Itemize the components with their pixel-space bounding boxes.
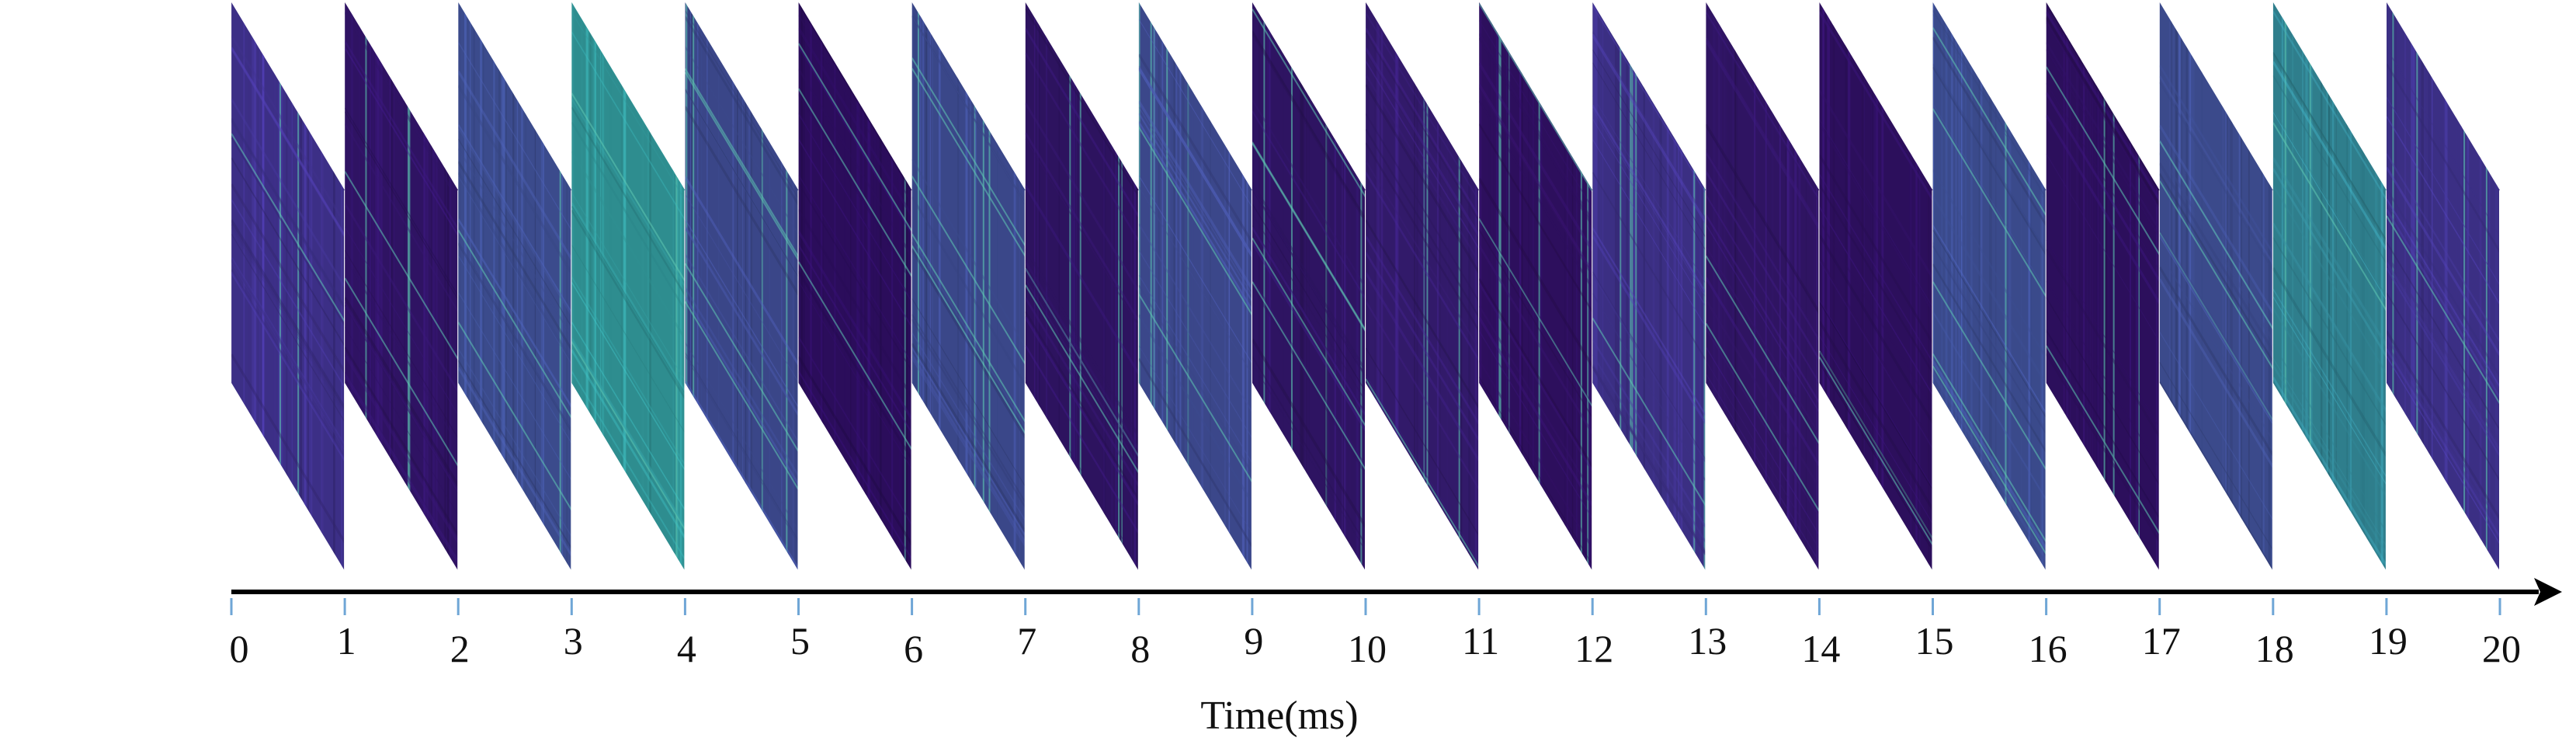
heatmap-panel-face <box>1252 2 1366 571</box>
time-axis-tick-label: 13 <box>1688 619 1727 663</box>
heatmap-panel <box>2159 2 2274 571</box>
heatmap-panel-face <box>911 2 1026 571</box>
heatmap-panel-face <box>2272 2 2387 571</box>
heatmap-panel-face <box>1932 2 2047 571</box>
heatmap-panel-face <box>571 2 686 571</box>
time-axis-tick-label: 3 <box>564 619 583 663</box>
time-axis-tick-label: 14 <box>1801 627 1840 670</box>
heatmap-panel-texture <box>458 2 572 571</box>
heatmap-panel-texture <box>1932 2 2047 571</box>
time-axis-tick-label: 11 <box>1462 619 1499 663</box>
time-axis-tick-label: 16 <box>2029 627 2067 670</box>
time-axis-tick-label: 0 <box>230 627 249 670</box>
heatmap-panel <box>2272 2 2387 571</box>
heatmap-panel-face <box>345 2 459 571</box>
heatmap-panel <box>2387 2 2501 571</box>
heatmap-panel-face <box>1706 2 1820 571</box>
time-axis-tick-label: 6 <box>904 627 923 670</box>
heatmap-panel <box>798 2 913 571</box>
time-axis-tick-label: 18 <box>2255 627 2294 670</box>
heatmap-panel <box>1366 2 1481 571</box>
heatmap-panel <box>1479 2 1594 571</box>
heatmap-panel <box>685 2 800 571</box>
time-axis-tick-label: 4 <box>677 627 696 670</box>
heatmap-panel <box>458 2 573 571</box>
heatmap-panel <box>1592 2 1707 571</box>
time-axis-arrowhead <box>2534 578 2562 606</box>
heatmap-panel-face <box>2046 2 2160 571</box>
heatmap-panel-face <box>1819 2 1933 571</box>
heatmap-panel-face <box>2159 2 2273 571</box>
time-axis-tick-labels: 0 1 2 3 4 5 6 7 8 9 10 11 12 13 14 15 16 17 18 19 20 <box>230 619 2522 670</box>
heatmap-panel <box>1138 2 1253 571</box>
time-axis-tick-label: 20 <box>2482 627 2521 670</box>
heatmap-panel <box>911 2 1026 571</box>
x-axis-title: Time(ms) <box>1200 694 1358 738</box>
heatmap-panel <box>1819 2 1934 571</box>
heatmap-panel-face <box>1366 2 1480 571</box>
time-axis-tick-label: 1 <box>337 619 356 663</box>
time-axis-tick-label: 7 <box>1017 619 1036 663</box>
heatmap-panel-face <box>685 2 799 571</box>
time-axis <box>231 578 2562 606</box>
heatmap-panel <box>231 2 346 571</box>
heatmap-panel-face <box>2387 2 2500 571</box>
time-axis-tick-label: 10 <box>1348 627 1387 670</box>
heatmap-panel-face <box>231 2 345 571</box>
time-axis-tick-label: 12 <box>1574 627 1613 670</box>
heatmap-panel-face <box>1025 2 1139 571</box>
heatmap-panels <box>231 2 2501 571</box>
heatmap-panel <box>1252 2 1366 571</box>
heatmap-panel <box>2046 2 2161 571</box>
time-axis-tick-label: 8 <box>1130 627 1150 670</box>
time-axis-tick-label: 15 <box>1915 619 1954 663</box>
heatmap-panel <box>571 2 686 571</box>
heatmap-panel <box>1025 2 1140 571</box>
time-axis-tick-label: 9 <box>1244 619 1263 663</box>
time-axis-tick-label: 5 <box>790 619 810 663</box>
heatmap-panel-face <box>1592 2 1706 571</box>
heatmap-panel-face <box>798 2 912 571</box>
time-axis-ticks <box>230 598 2501 615</box>
heatmap-panel <box>1706 2 1821 571</box>
time-axis-tick-label: 19 <box>2369 619 2408 663</box>
heatmap-panel <box>345 2 460 571</box>
heatmap-panel-face <box>458 2 572 571</box>
heatmap-panel <box>1932 2 2047 571</box>
time-axis-tick-label: 2 <box>450 627 470 670</box>
time-axis-tick-label: 17 <box>2142 619 2181 663</box>
